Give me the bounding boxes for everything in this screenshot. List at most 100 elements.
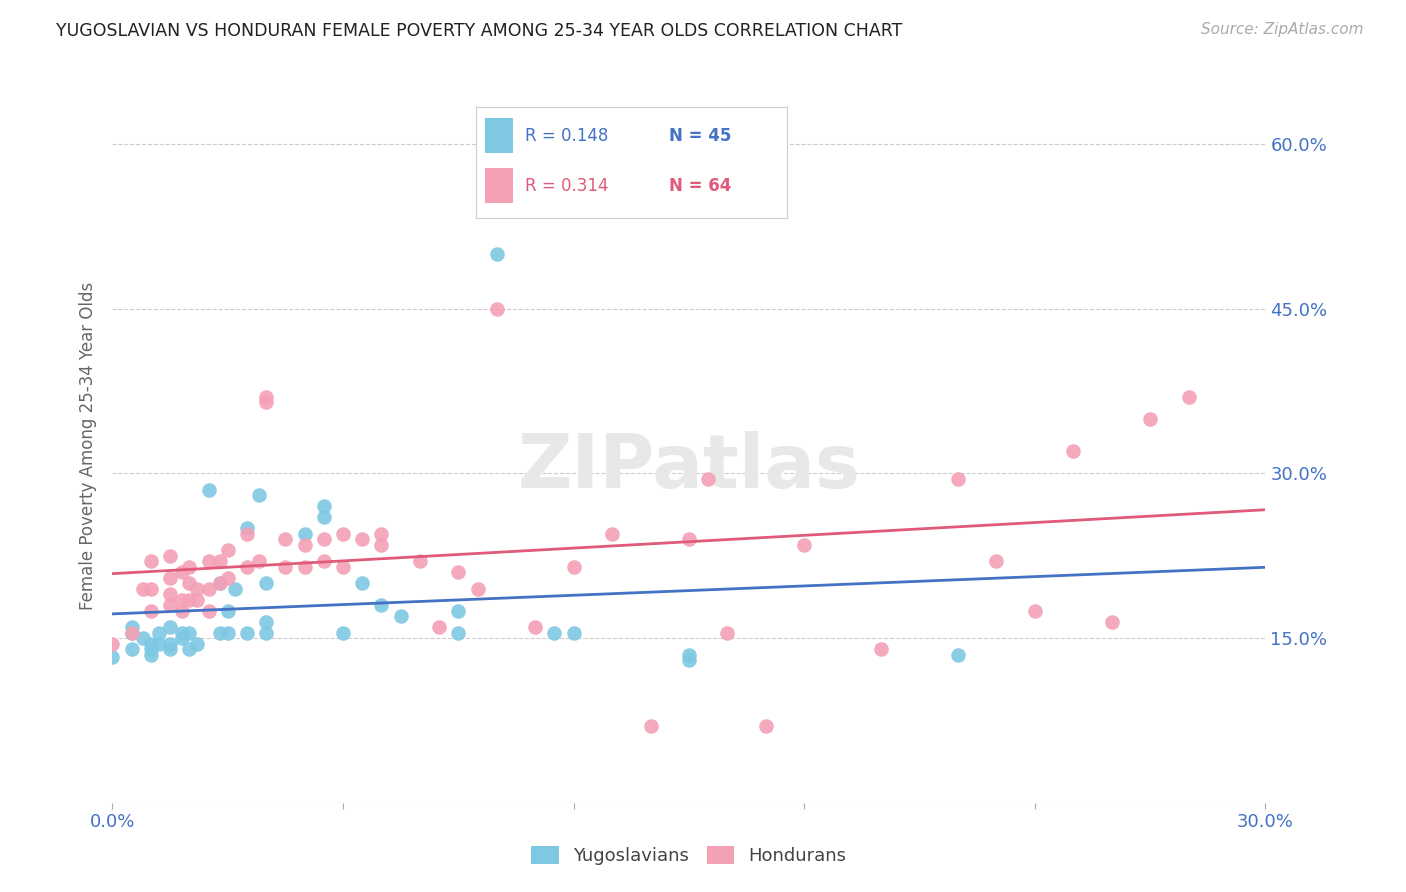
- Point: [524, 620, 547, 634]
- Point: [946, 472, 969, 486]
- Point: [312, 554, 335, 568]
- Point: [139, 604, 162, 618]
- Point: [274, 533, 297, 547]
- Point: [312, 500, 335, 514]
- Point: [179, 559, 201, 574]
- Point: [139, 637, 162, 651]
- Text: ZIPatlas: ZIPatlas: [517, 431, 860, 504]
- Point: [236, 521, 259, 535]
- Point: [447, 625, 470, 640]
- Point: [294, 526, 316, 541]
- Point: [600, 526, 623, 541]
- Point: [101, 637, 124, 651]
- Point: [101, 649, 124, 664]
- Point: [254, 615, 277, 629]
- Point: [370, 526, 392, 541]
- Point: [370, 538, 392, 552]
- Point: [332, 559, 354, 574]
- Point: [312, 510, 335, 524]
- Point: [1024, 604, 1046, 618]
- Point: [170, 631, 193, 645]
- Point: [209, 625, 232, 640]
- Point: [793, 538, 815, 552]
- Text: YUGOSLAVIAN VS HONDURAN FEMALE POVERTY AMONG 25-34 YEAR OLDS CORRELATION CHART: YUGOSLAVIAN VS HONDURAN FEMALE POVERTY A…: [56, 22, 903, 40]
- Point: [505, 192, 527, 206]
- Point: [121, 620, 143, 634]
- Point: [870, 642, 893, 657]
- Point: [427, 620, 450, 634]
- Point: [186, 582, 208, 596]
- Point: [562, 559, 585, 574]
- Point: [946, 648, 969, 662]
- Point: [352, 576, 374, 591]
- Point: [139, 642, 162, 657]
- Point: [986, 554, 1008, 568]
- Point: [209, 554, 232, 568]
- Point: [159, 549, 181, 563]
- Point: [217, 604, 239, 618]
- Point: [312, 533, 335, 547]
- Point: [159, 637, 181, 651]
- Point: [716, 625, 738, 640]
- Point: [159, 587, 181, 601]
- Point: [254, 390, 277, 404]
- Point: [678, 653, 700, 667]
- Point: [186, 592, 208, 607]
- Point: [170, 566, 193, 580]
- Text: Source: ZipAtlas.com: Source: ZipAtlas.com: [1201, 22, 1364, 37]
- Point: [159, 571, 181, 585]
- Point: [697, 472, 720, 486]
- Point: [274, 559, 297, 574]
- Point: [254, 576, 277, 591]
- Point: [159, 598, 181, 612]
- Point: [247, 554, 270, 568]
- Legend: Yugoslavians, Hondurans: Yugoslavians, Hondurans: [531, 846, 846, 865]
- Point: [170, 625, 193, 640]
- Point: [139, 554, 162, 568]
- Point: [179, 576, 201, 591]
- Point: [640, 719, 662, 733]
- Point: [217, 625, 239, 640]
- Point: [139, 648, 162, 662]
- Point: [389, 609, 412, 624]
- Point: [197, 554, 219, 568]
- Point: [1062, 444, 1084, 458]
- Point: [543, 625, 565, 640]
- Point: [447, 604, 470, 618]
- Point: [186, 637, 208, 651]
- Point: [247, 488, 270, 502]
- Point: [755, 719, 778, 733]
- Point: [132, 631, 155, 645]
- Point: [332, 625, 354, 640]
- Point: [332, 526, 354, 541]
- Point: [1177, 390, 1199, 404]
- Point: [370, 598, 392, 612]
- Point: [179, 625, 201, 640]
- Point: [294, 559, 316, 574]
- Point: [179, 642, 201, 657]
- Point: [562, 625, 585, 640]
- Point: [121, 642, 143, 657]
- Point: [197, 604, 219, 618]
- Point: [1101, 615, 1123, 629]
- Point: [409, 554, 432, 568]
- Point: [139, 582, 162, 596]
- Point: [294, 538, 316, 552]
- Point: [678, 648, 700, 662]
- Point: [254, 625, 277, 640]
- Point: [678, 533, 700, 547]
- Point: [121, 625, 143, 640]
- Point: [159, 620, 181, 634]
- Point: [224, 582, 246, 596]
- Point: [254, 395, 277, 409]
- Point: [236, 526, 259, 541]
- Point: [148, 625, 170, 640]
- Point: [217, 571, 239, 585]
- Point: [485, 247, 508, 261]
- Point: [121, 625, 143, 640]
- Point: [197, 483, 219, 497]
- Point: [197, 582, 219, 596]
- Point: [1139, 411, 1161, 425]
- Point: [170, 592, 193, 607]
- Point: [217, 543, 239, 558]
